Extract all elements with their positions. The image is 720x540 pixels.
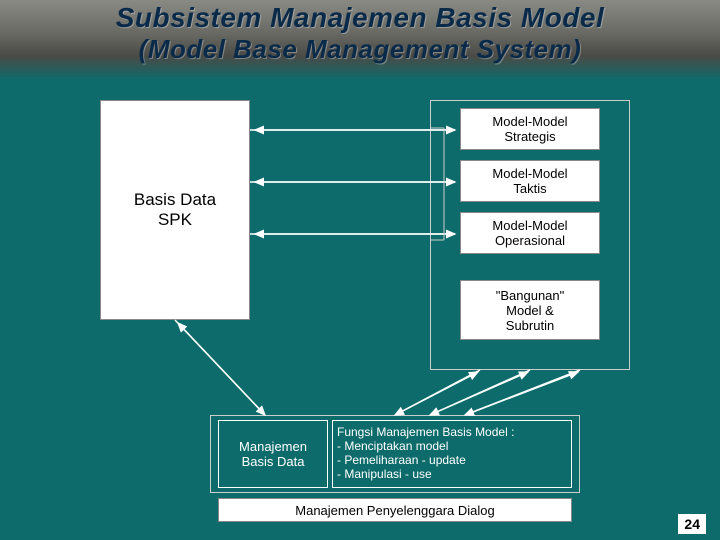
label-basis-data-spk: Basis Data SPK bbox=[134, 190, 216, 230]
box-basis-data-spk: Basis Data SPK bbox=[100, 100, 250, 320]
label-fungsi: Fungsi Manajemen Basis Model : - Mencipt… bbox=[337, 425, 514, 481]
label-bangunan: "Bangunan" Model & Subrutin bbox=[496, 288, 565, 333]
label-model-operasional: Model-Model Operasional bbox=[492, 218, 567, 248]
title-line2: (Model Base Management System) bbox=[0, 34, 720, 65]
box-model-operasional: Model-Model Operasional bbox=[460, 212, 600, 254]
box-manajemen-basis-data: Manajemen Basis Data bbox=[218, 420, 328, 488]
label-manajemen-basis-data: Manajemen Basis Data bbox=[239, 439, 307, 469]
box-model-taktis: Model-Model Taktis bbox=[460, 160, 600, 202]
title-line1: Subsistem Manajemen Basis Model bbox=[0, 2, 720, 34]
box-bangunan: "Bangunan" Model & Subrutin bbox=[460, 280, 600, 340]
box-dialog: Manajemen Penyelenggara Dialog bbox=[218, 498, 572, 522]
label-model-strategis: Model-Model Strategis bbox=[492, 114, 567, 144]
box-model-strategis: Model-Model Strategis bbox=[460, 108, 600, 150]
page-number: 24 bbox=[678, 514, 706, 534]
label-model-taktis: Model-Model Taktis bbox=[492, 166, 567, 196]
box-fungsi: Fungsi Manajemen Basis Model : - Mencipt… bbox=[332, 420, 572, 488]
label-dialog: Manajemen Penyelenggara Dialog bbox=[295, 503, 494, 518]
